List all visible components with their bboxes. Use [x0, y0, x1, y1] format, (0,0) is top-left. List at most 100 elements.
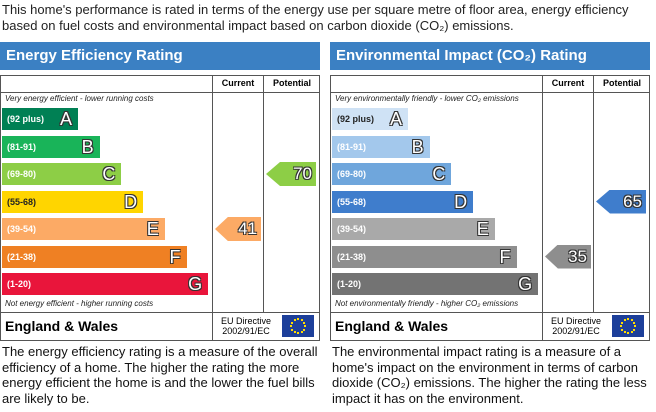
rating-band: (55-68) D — [332, 190, 474, 213]
band-range: (69-80) — [7, 169, 37, 179]
flag-star — [293, 331, 296, 334]
flag-star — [293, 318, 296, 321]
rating-band: (92 plus) A — [332, 108, 408, 130]
band-letter: F — [499, 246, 511, 267]
band-range: (55-68) — [7, 196, 37, 207]
directive: 2002/91/EC — [222, 326, 270, 336]
eu-flag — [282, 315, 314, 337]
flag-star — [623, 331, 626, 334]
flag-star — [290, 321, 293, 324]
flag-star — [303, 321, 306, 324]
rating-band: (1-20) G — [2, 273, 209, 295]
divider — [263, 75, 264, 312]
flag-star — [290, 325, 292, 327]
band-range: (69-80) — [337, 169, 367, 179]
divider — [542, 75, 543, 312]
rating-band: (92 plus) A — [2, 108, 78, 130]
band-letter: C — [102, 164, 116, 184]
rating-box — [330, 75, 650, 341]
rating-band: (55-68) D — [2, 190, 144, 213]
band-letter: E — [476, 219, 489, 239]
directive: EU Directive — [550, 316, 601, 326]
band-letter: A — [389, 109, 402, 129]
band-range: (21-38) — [7, 251, 37, 262]
band-range: (81-91) — [7, 141, 37, 152]
flag-star — [634, 325, 636, 327]
panel-title: Energy Efficiency Rating — [0, 42, 320, 70]
eu-flag — [612, 315, 644, 337]
bottom-note: Not energy efficient - higher running co… — [5, 299, 154, 308]
band-range: (81-91) — [337, 141, 367, 152]
rating-band: (1-20) G — [332, 273, 539, 295]
band-range: (39-54) — [337, 224, 367, 234]
flag-star — [297, 318, 299, 320]
column-header: Current — [551, 78, 585, 88]
flag-star — [633, 328, 636, 331]
flag-star — [303, 328, 306, 331]
description: The environmental impact rating is a mea… — [332, 344, 647, 406]
band-letter: F — [169, 246, 181, 267]
top-note: Very environmentally friendly - lower CO… — [335, 94, 519, 103]
divider — [212, 75, 213, 312]
band-range: (1-20) — [337, 279, 362, 289]
top-note: Very energy efficient - lower running co… — [5, 94, 154, 103]
divider — [0, 92, 320, 93]
band-letter: E — [146, 219, 159, 239]
flag-star — [620, 328, 623, 331]
flag-star — [630, 318, 633, 321]
flag-star — [620, 325, 622, 327]
band-letter: D — [124, 191, 138, 212]
rating-box — [0, 75, 320, 341]
band-letter: B — [411, 136, 424, 157]
rating-band: (21-38) F — [2, 245, 187, 268]
flag-star — [630, 331, 633, 334]
band-letter: G — [188, 274, 203, 294]
band-letter: B — [81, 136, 94, 157]
flag-star — [300, 331, 303, 334]
band-letter: C — [432, 164, 446, 184]
column-header: Potential — [272, 78, 311, 88]
divider — [0, 312, 320, 313]
divider — [542, 312, 543, 341]
band-range: (1-20) — [7, 279, 32, 289]
divider — [212, 312, 213, 341]
panel-title: Environmental Impact (CO₂) Rating — [330, 42, 650, 70]
band-range: (92 plus) — [337, 114, 375, 124]
flag-star — [620, 321, 623, 324]
region: England & Wales — [5, 318, 119, 334]
rating-band: (81-91) B — [332, 135, 430, 158]
divider — [330, 92, 650, 93]
rating-band: (69-80) C — [2, 163, 122, 185]
rating-band: (21-38) F — [332, 245, 517, 268]
band-range: (21-38) — [337, 251, 367, 262]
flag-star — [627, 318, 629, 320]
rating-band: (81-91) B — [2, 135, 100, 158]
directive: 2002/91/EC — [552, 326, 600, 336]
flag-star — [627, 332, 629, 334]
flag-star — [290, 328, 293, 331]
rating-band: (39-54) E — [332, 218, 495, 240]
flag-star — [300, 318, 303, 321]
band-letter: D — [454, 191, 468, 212]
band-range: (92 plus) — [7, 114, 45, 124]
flag-star — [623, 318, 626, 321]
flag-star — [633, 321, 636, 324]
rating-band: (39-54) E — [2, 218, 165, 240]
column-header: Current — [221, 78, 255, 88]
band-range: (39-54) — [7, 224, 37, 234]
bottom-note: Not environmentally friendly - higher CO… — [335, 299, 519, 308]
band-range: (55-68) — [337, 196, 367, 207]
band-letter: G — [518, 274, 533, 294]
directive: EU Directive — [220, 316, 271, 326]
divider — [593, 75, 594, 312]
intro: This home's performance is rated in term… — [2, 2, 629, 33]
flag-star — [304, 325, 306, 327]
rating-band: (69-80) C — [332, 163, 452, 185]
band-letter: A — [59, 109, 72, 129]
flag-star — [297, 332, 299, 334]
divider — [330, 312, 650, 313]
description: The energy efficiency rating is a measur… — [2, 344, 318, 406]
region: England & Wales — [335, 318, 449, 334]
column-header: Potential — [602, 78, 641, 88]
